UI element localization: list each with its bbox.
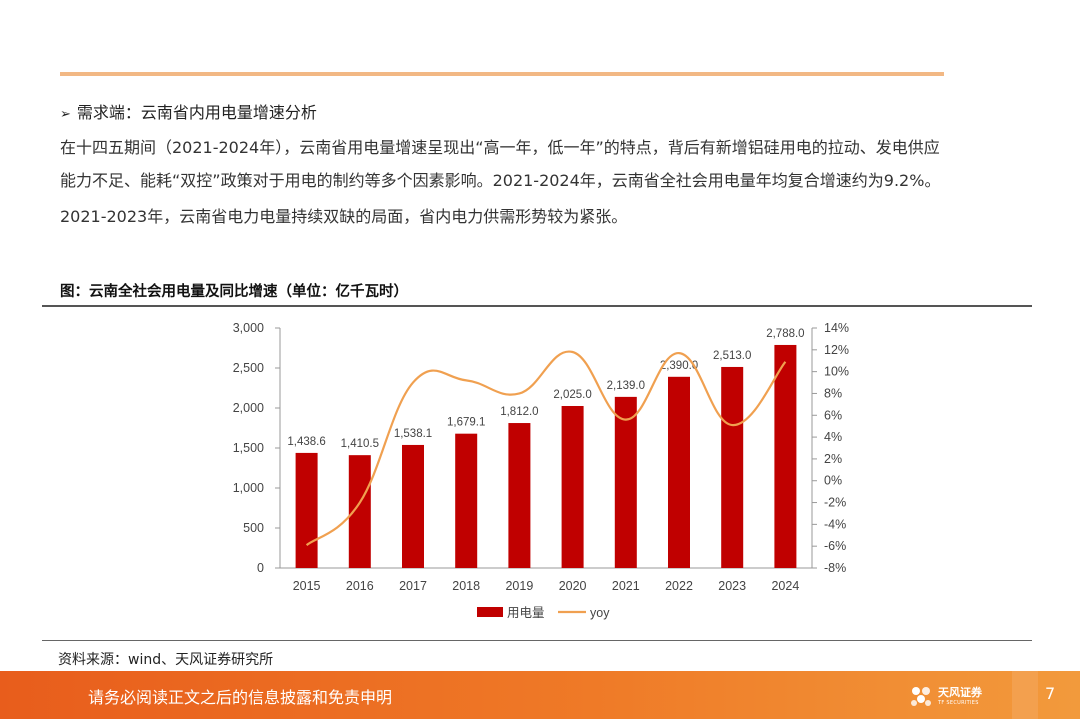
y-right-tick-label: -4% (824, 517, 846, 531)
y-right-tick-label: 4% (824, 430, 842, 444)
bar (561, 406, 584, 568)
arrow-bullet-icon: ➢ (60, 107, 71, 122)
bar-data-label: 1,812.0 (500, 406, 538, 418)
y-right-tick-label: 14% (824, 321, 849, 335)
logo-subtitle: TF SECURITIES (938, 700, 979, 706)
bar-data-label: 1,538.1 (394, 428, 432, 440)
x-tick-label: 2016 (346, 579, 374, 593)
bar (455, 433, 478, 568)
x-tick-label: 2020 (559, 579, 587, 593)
x-tick-label: 2024 (771, 579, 799, 593)
y-right-tick-label: -8% (824, 561, 846, 575)
y-right-tick-label: 8% (824, 386, 842, 400)
figure-title: 图：云南全社会用电量及同比增速（单位：亿千瓦时） (60, 284, 408, 300)
legend-label-bar: 用电量 (507, 606, 545, 620)
legend-swatch-bar (477, 607, 503, 617)
top-accent-rule (60, 72, 944, 76)
section-heading-text: 需求端：云南省内用电量增速分析 (76, 103, 317, 122)
x-tick-label: 2022 (665, 579, 693, 593)
y-left-tick-label: 2,000 (233, 401, 264, 415)
y-right-tick-label: 2% (824, 452, 842, 466)
y-right-tick-label: 0% (824, 474, 842, 488)
footer-decoration (1012, 671, 1038, 719)
x-tick-label: 2015 (293, 579, 321, 593)
source-note: 资料来源：wind、天风证券研究所 (58, 652, 274, 668)
bar-data-label: 2,390.0 (660, 360, 698, 372)
y-left-tick-label: 1,000 (233, 481, 264, 495)
page-number: 7 (1045, 684, 1056, 703)
bar (774, 344, 797, 568)
x-tick-label: 2023 (718, 579, 746, 593)
bar-data-label: 2,513.0 (713, 350, 751, 362)
paragraph-line-2: 能力不足、能耗“双控”政策对于用电的制约等多个因素影响。2021-2024年，云… (60, 171, 941, 190)
x-tick-label: 2018 (452, 579, 480, 593)
logo-name: 天风证券 (938, 686, 982, 699)
y-left-tick-label: 500 (243, 521, 264, 535)
yoy-series-line (305, 350, 787, 546)
y-right-tick-label: 6% (824, 408, 842, 422)
bar-data-label: 2,788.0 (766, 328, 804, 340)
y-left-tick-label: 0 (257, 561, 264, 575)
bar (348, 455, 371, 568)
bar (402, 444, 424, 568)
y-left-tick-label: 2,500 (233, 361, 264, 375)
bar-data-label: 1,679.1 (447, 417, 485, 429)
figure-bottom-rule (42, 640, 1032, 641)
section-heading: ➢ 需求端：云南省内用电量增速分析 (60, 99, 317, 123)
bar (668, 376, 690, 568)
y-right-tick-label: 12% (824, 343, 849, 357)
paragraph-line-1: 在十四五期间（2021-2024年），云南省用电量增速呈现出“高一年，低一年”的… (60, 138, 940, 157)
y-right-tick-label: -2% (824, 496, 846, 510)
y-right-tick-label: 10% (824, 365, 849, 379)
bar (721, 366, 744, 568)
x-tick-label: 2021 (612, 579, 640, 593)
paragraph-line-3: 2021-2023年，云南省电力电量持续双缺的局面，省内电力供需形势较为紧张。 (60, 207, 628, 226)
bar (295, 452, 318, 568)
tf-logo-icon (911, 687, 931, 706)
bar-data-label: 1,438.6 (287, 436, 325, 448)
disclaimer-text: 请务必阅读正文之后的信息披露和免责申明 (88, 688, 393, 707)
x-tick-label: 2017 (399, 579, 427, 593)
bar (614, 396, 637, 568)
x-tick-label: 2019 (505, 579, 533, 593)
bar-data-label: 2,025.0 (553, 389, 591, 401)
footer-bar: 请务必阅读正文之后的信息披露和免责申明 天风证券 TF SECURITIES 7 (0, 671, 1080, 719)
y-left-tick-label: 3,000 (233, 321, 264, 335)
tf-logo: 天风证券 TF SECURITIES (908, 679, 990, 713)
figure-top-rule (42, 305, 1032, 307)
bar (508, 423, 531, 568)
y-right-tick-label: -6% (824, 539, 846, 553)
bar-data-label: 1,410.5 (341, 438, 379, 450)
y-left-tick-label: 1,500 (233, 441, 264, 455)
bar-data-label: 2,139.0 (607, 380, 645, 392)
legend-label-line: yoy (590, 606, 610, 620)
